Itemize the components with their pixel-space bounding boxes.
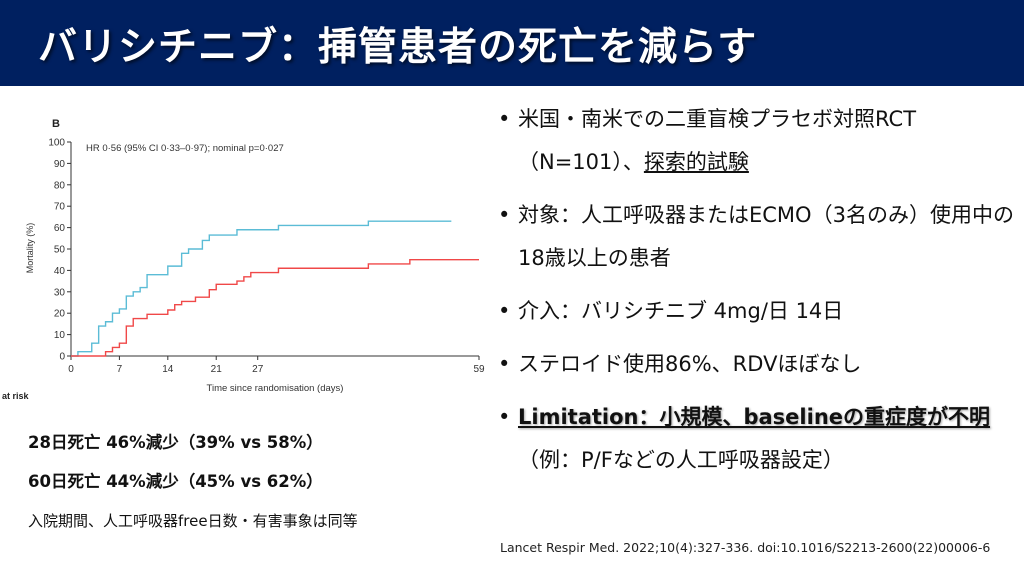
bullet-item: • 対象：人工呼吸器またはECMO（3名のみ）使用中の18歳以上の患者 <box>498 194 1018 280</box>
y-tick-label: 40 <box>54 266 66 277</box>
bullet-dot: • <box>498 352 511 376</box>
y-tick-label: 10 <box>54 330 66 341</box>
y-tick-label: 70 <box>54 202 66 213</box>
bullet-list: • 米国・南米での二重盲検プラセボ対照RCT（N=101）、探索的試験 • 対象：人工… <box>498 98 1018 492</box>
x-tick-label: 27 <box>252 364 264 375</box>
x-tick-label: 14 <box>162 364 174 375</box>
summary-secondary: 入院期間、人工呼吸器free日数・有害事象は同等 <box>28 512 358 530</box>
y-tick-label: 50 <box>54 245 66 256</box>
summary-28day: 28日死亡 46%減少（39% vs 58%） <box>28 433 323 452</box>
km-curve-series-2 <box>71 259 479 357</box>
summary-60day: 60日死亡 44%減少（45% vs 62%） <box>28 472 323 491</box>
bullet-text: （例：P/Fなどの人工呼吸器設定） <box>518 448 844 472</box>
km-curve-series-1 <box>71 220 452 357</box>
bullet-dot: • <box>498 107 511 131</box>
bullet-dot: • <box>498 299 511 323</box>
results-summary: 28日死亡 46%減少（39% vs 58%） 60日死亡 44%減少（45% … <box>28 428 358 545</box>
y-tick-label: 80 <box>54 180 66 191</box>
bullet-text: Limitation：小規模、baselineの重症度が不明 <box>518 405 991 429</box>
bullet-dot: • <box>498 203 511 227</box>
bullet-dot: • <box>498 405 511 429</box>
y-axis-label: Mortality (%) <box>25 223 35 274</box>
x-tick-label: 59 <box>473 364 485 375</box>
x-tick-label: 0 <box>68 364 74 375</box>
bullet-text: ステロイド使用86%、RDVほぼなし <box>518 352 862 376</box>
bullet-text: 介入：バリシチニブ 4mg/日 14日 <box>518 299 844 323</box>
panel-label: B <box>52 118 60 130</box>
bullet-text: 対象：人工呼吸器またはECMO（3名のみ）使用中の18歳以上の患者 <box>518 203 1014 270</box>
bullet-item: • 米国・南米での二重盲検プラセボ対照RCT（N=101）、探索的試験 <box>498 98 1018 184</box>
citation: Lancet Respir Med. 2022;10(4):327-336. d… <box>500 540 991 555</box>
y-tick-label: 30 <box>54 287 66 298</box>
y-tick-label: 0 <box>59 352 65 363</box>
y-tick-label: 60 <box>54 223 66 234</box>
title-bar: バリシチニブ：挿管患者の死亡を減らす <box>0 0 1024 86</box>
bullet-item: • ステロイド使用86%、RDVほぼなし <box>498 343 1018 386</box>
x-tick-label: 7 <box>117 364 123 375</box>
bullet-text: 探索的試験 <box>643 150 749 174</box>
y-tick-label: 20 <box>54 309 66 320</box>
at-risk-label: at risk <box>2 391 30 400</box>
y-tick-label: 90 <box>54 159 66 170</box>
bullet-item: • Limitation：小規模、baselineの重症度が不明 （例：P/Fなどの… <box>498 396 1018 482</box>
x-tick-label: 21 <box>211 364 223 375</box>
x-axis-label: Time since randomisation (days) <box>207 383 344 394</box>
slide-title: バリシチニブ：挿管患者の死亡を減らす <box>38 25 758 70</box>
hr-annotation: HR 0·56 (95% CI 0·33–0·97); nominal p=0·… <box>86 143 284 154</box>
y-tick-label: 100 <box>48 138 65 149</box>
kaplan-meier-chart: B HR 0·56 (95% CI 0·33–0·97); nominal p=… <box>2 118 485 400</box>
bullet-text: 米国・南米での二重盲検プラセボ対照RCT（N=101）、 <box>518 107 917 174</box>
bullet-item: • 介入：バリシチニブ 4mg/日 14日 <box>498 290 1018 333</box>
